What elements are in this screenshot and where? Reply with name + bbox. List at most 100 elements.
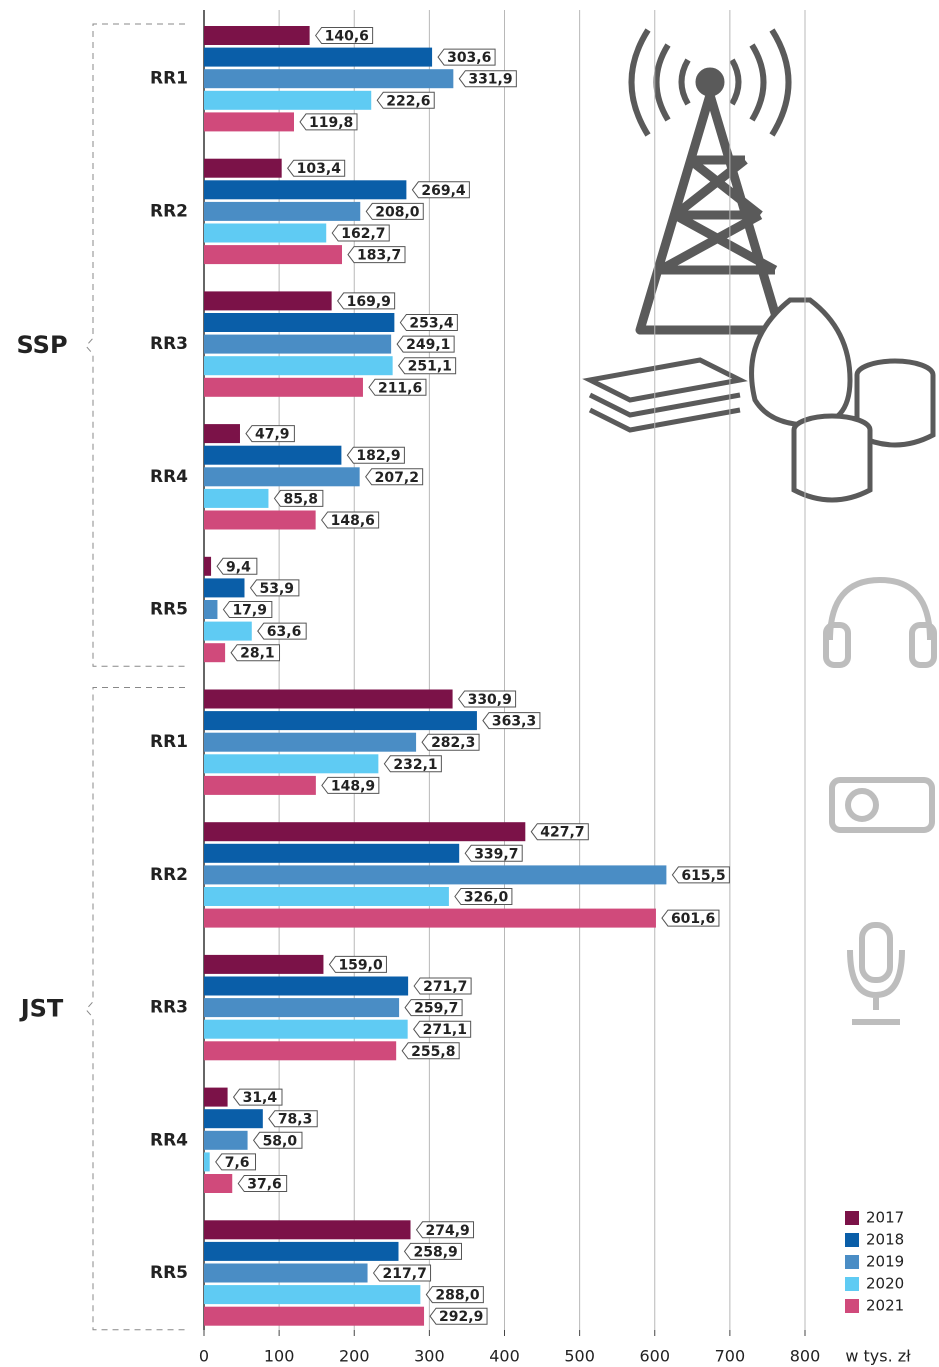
value-label-box (404, 999, 463, 1017)
bar (204, 313, 395, 332)
bar (204, 1041, 397, 1061)
category-label: RR2 (150, 865, 188, 885)
value-label: 232,1 (393, 757, 437, 773)
group-label: JST (19, 995, 64, 1023)
bar (204, 954, 324, 974)
bar (204, 1152, 210, 1172)
bar (204, 445, 342, 465)
bar (204, 976, 409, 996)
bar (204, 377, 363, 397)
value-label-box (268, 1110, 318, 1128)
bar (204, 112, 294, 132)
group-label: SSP (16, 331, 67, 359)
x-axis-label: w tys. zł (845, 1347, 911, 1366)
value-label: 251,1 (408, 359, 452, 375)
legend-swatch (845, 1299, 859, 1313)
bar (204, 223, 327, 243)
bar (204, 998, 400, 1018)
category-label: RR1 (150, 732, 188, 752)
bar (204, 180, 407, 200)
value-label: 17,9 (232, 603, 267, 619)
value-label-box (337, 292, 396, 310)
legend-label: 2018 (866, 1231, 904, 1249)
value-label-box (396, 335, 455, 353)
value-label-box (331, 224, 390, 242)
x-tick-label: 0 (199, 1347, 209, 1366)
value-label-box (365, 468, 424, 486)
x-tick-label: 500 (564, 1347, 595, 1366)
bar (204, 1285, 421, 1305)
value-label-box (454, 888, 513, 905)
value-label-box (482, 712, 541, 730)
bar (204, 843, 460, 863)
bar (204, 1220, 411, 1240)
value-label: 258,9 (413, 1244, 457, 1260)
value-label-box (383, 755, 442, 773)
bar (204, 488, 269, 508)
value-label: 615,5 (681, 868, 725, 884)
value-label: 253,4 (409, 316, 454, 332)
bar (204, 467, 360, 487)
bar (204, 201, 361, 221)
x-tick-label: 200 (339, 1347, 370, 1366)
value-label: 78,3 (278, 1112, 313, 1128)
value-label: 601,6 (671, 911, 715, 927)
category-label: RR3 (150, 334, 188, 354)
bar (204, 1306, 425, 1326)
legend-swatch (845, 1277, 859, 1291)
value-label-box (321, 776, 380, 794)
value-label-box (299, 113, 358, 131)
value-label: 148,9 (331, 778, 375, 794)
legend-label: 2019 (866, 1253, 904, 1271)
category-label: RR4 (150, 467, 188, 487)
value-label: 292,9 (439, 1309, 483, 1325)
value-label: 269,4 (421, 183, 466, 199)
category-label: RR2 (150, 201, 188, 221)
category-label: RR3 (150, 998, 188, 1018)
value-label: 427,7 (540, 825, 584, 841)
category-label: RR1 (150, 69, 188, 89)
bar (204, 754, 379, 774)
bar (204, 775, 316, 795)
value-label-box (421, 733, 480, 751)
value-label-box (368, 378, 427, 396)
value-label-box (230, 644, 281, 662)
value-label: 9,4 (226, 559, 251, 575)
bar (204, 1241, 399, 1261)
value-label-box (425, 1286, 484, 1304)
bar (204, 822, 526, 842)
bar (204, 291, 332, 311)
value-label-box (346, 446, 405, 464)
value-label: 103,4 (297, 161, 342, 177)
value-label-box (401, 1042, 460, 1060)
value-label-box (321, 511, 380, 529)
value-label-box (215, 1153, 257, 1171)
group-bracket (85, 23, 185, 667)
bar (204, 245, 343, 265)
value-label: 208,0 (375, 204, 420, 220)
value-label: 271,1 (423, 1022, 467, 1038)
illustration (628, 28, 792, 335)
value-label: 282,3 (431, 735, 475, 751)
value-label: 331,9 (468, 72, 512, 88)
bar (204, 732, 417, 752)
value-label-box (403, 1242, 462, 1260)
value-label-box (458, 70, 517, 88)
bar (204, 47, 433, 67)
bar (204, 424, 240, 444)
value-label: 140,6 (325, 29, 369, 45)
category-label: RR5 (150, 1263, 188, 1283)
x-tick-label: 100 (264, 1347, 295, 1366)
value-label-box (411, 181, 470, 199)
money-icons (582, 297, 936, 503)
x-tick-label: 700 (715, 1347, 746, 1366)
bar (204, 556, 212, 576)
value-label: 162,7 (341, 226, 385, 242)
value-label-box (315, 27, 374, 44)
value-label-box (429, 1307, 488, 1325)
bar (204, 865, 667, 885)
value-label-box (287, 159, 346, 177)
value-label: 63,6 (267, 624, 302, 640)
